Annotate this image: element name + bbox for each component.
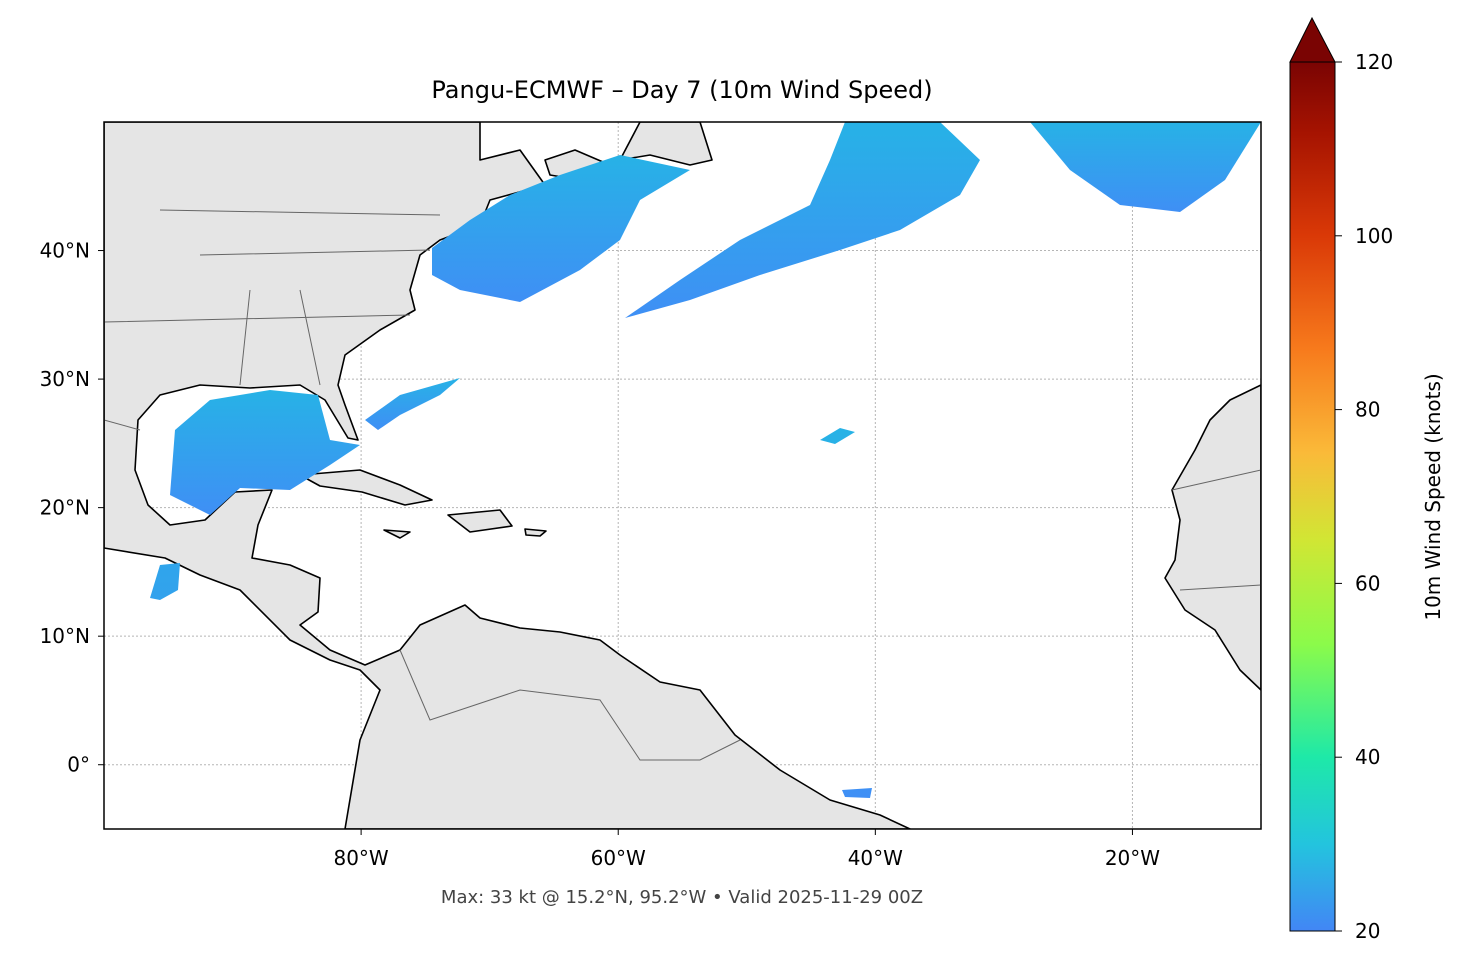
y-tick-label: 20°N <box>40 496 90 520</box>
colorbar-tick-label: 100 <box>1355 224 1393 248</box>
y-tick-label: 0° <box>67 753 90 777</box>
colorbar-extend <box>1289 16 1336 63</box>
y-tick-label: 40°N <box>40 239 90 263</box>
africa <box>1164 384 1261 691</box>
colorbar-tick-label: 40 <box>1355 745 1380 769</box>
hispaniola <box>447 509 513 533</box>
wind-gulf <box>170 390 360 515</box>
puerto-rico <box>524 528 547 537</box>
x-tick-label: 60°W <box>591 846 646 870</box>
x-tick-label: 40°W <box>848 846 903 870</box>
americas <box>104 122 911 829</box>
jamaica <box>383 529 411 539</box>
y-tick-label: 30°N <box>40 367 90 391</box>
map-title: Pangu-ECMWF – Day 7 (10m Wind Speed) <box>431 76 932 104</box>
footer-note: Max: 33 kt @ 15.2°N, 95.2°W • Valid 2025… <box>441 887 923 908</box>
map-frame <box>103 121 1262 830</box>
borders <box>104 209 1261 761</box>
colorbar-tick-label: 80 <box>1355 398 1380 422</box>
x-tick-label: 80°W <box>333 846 388 870</box>
cuba <box>299 469 433 506</box>
colorbar-label: 10m Wind Speed (knots) <box>1421 373 1445 620</box>
wind-northeast <box>432 155 690 302</box>
y-tick-label: 10°N <box>40 624 90 648</box>
wind-bahamas <box>365 378 460 430</box>
wind-east <box>1030 122 1261 212</box>
x-tick-label: 20°W <box>1105 846 1160 870</box>
colorbar <box>1289 61 1336 932</box>
map-area <box>104 122 1261 829</box>
wind-jet <box>625 122 980 318</box>
colorbar-tick-label: 60 <box>1355 571 1380 595</box>
colorbar-tick-label: 20 <box>1355 919 1380 943</box>
colorbar-tick-label: 120 <box>1355 50 1393 74</box>
